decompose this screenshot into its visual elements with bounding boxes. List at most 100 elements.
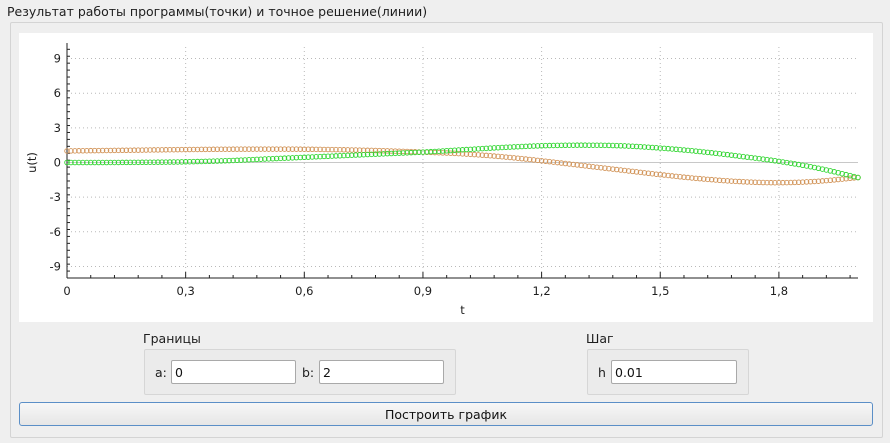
series-2-point [349, 152, 355, 158]
series-2-point [653, 145, 660, 151]
plot-graph-button[interactable]: Построить график [19, 402, 873, 426]
series-2-point [760, 156, 766, 162]
series-1-point [341, 147, 347, 153]
series-1-point [791, 179, 798, 186]
series-2-point [479, 145, 486, 152]
y-tick-label: 9 [54, 52, 61, 66]
series-1-point [329, 146, 335, 153]
series-2-point [337, 152, 343, 159]
series-2-point [784, 159, 790, 166]
h-input[interactable] [611, 360, 737, 384]
h-label: h [598, 365, 606, 380]
series-1-point [641, 170, 648, 176]
series-1-point [337, 146, 343, 153]
series-2-point [578, 142, 584, 148]
series-1-point [321, 146, 327, 153]
b-input[interactable] [319, 360, 444, 384]
series-2-point [491, 145, 497, 151]
series-2-point [447, 147, 454, 154]
series-1-point [831, 177, 838, 183]
series-2-point [396, 150, 402, 156]
series-2-point [724, 151, 731, 158]
series-1-point [333, 146, 339, 153]
series-1-point [281, 146, 288, 152]
series-2-point [768, 157, 774, 163]
series-1-point [649, 170, 656, 177]
series-1-point [349, 147, 355, 153]
series-1-point [107, 147, 114, 154]
series-2-point [799, 162, 806, 169]
series-1-point [194, 146, 201, 153]
series-2-point [372, 151, 379, 157]
series-1-point [182, 146, 189, 153]
x-tick-label: 0,3 [177, 284, 195, 298]
series-2-point [598, 142, 604, 149]
series-2-point [467, 146, 474, 153]
series-2-point [657, 145, 664, 151]
series-1-point [127, 147, 134, 153]
series-2-point [756, 155, 762, 162]
series-1-point [499, 153, 505, 160]
series-2-point [171, 159, 177, 165]
series-1-point [574, 162, 580, 168]
a-input[interactable] [171, 360, 296, 384]
series-1-point [558, 160, 565, 166]
series-2-point [455, 147, 462, 153]
series-2-point [728, 152, 735, 158]
series-2-point [313, 154, 319, 160]
series-1-point [811, 178, 818, 185]
series-1-point [95, 147, 102, 154]
series-1-point [843, 175, 849, 182]
plot-group-frame [10, 22, 883, 438]
series-1-point [277, 146, 284, 152]
series-2-point [471, 146, 478, 152]
series-1-point [451, 150, 458, 157]
series-2-point [554, 142, 561, 149]
series-1-point [780, 179, 786, 186]
series-1-point [309, 146, 315, 153]
series-1-point [708, 176, 715, 183]
series-1-point [455, 150, 462, 157]
series-1-point [91, 147, 98, 154]
series-2-point [72, 159, 78, 166]
series-1-point [368, 147, 375, 154]
series-2-point [131, 159, 137, 166]
series-1-point [206, 146, 213, 153]
series-2-point [697, 148, 703, 155]
series-2-point [851, 173, 857, 180]
series-1-point [503, 154, 509, 160]
series-1-point [827, 177, 834, 184]
series-1-point [685, 174, 691, 181]
series-1-point [103, 147, 110, 154]
series-1-point [823, 177, 830, 184]
y-tick-label: -9 [50, 259, 61, 273]
series-2-point [586, 142, 592, 148]
series-2-point [360, 151, 367, 158]
series-2-point [234, 157, 240, 164]
b-label: b: [302, 365, 315, 380]
series-2-point [400, 150, 406, 156]
series-2-point [439, 148, 446, 154]
series-2-point [736, 153, 743, 159]
series-1-point [610, 166, 616, 172]
series-1-point [171, 146, 177, 153]
series-2-point [693, 148, 699, 154]
series-1-point [578, 162, 584, 169]
series-1-point [226, 146, 232, 152]
series-2-point [519, 143, 525, 150]
series-2-point [507, 144, 513, 150]
series-1-point [546, 158, 553, 165]
series-1-point [554, 159, 561, 166]
y-tick-label: -6 [50, 225, 61, 239]
series-1-point [784, 179, 790, 186]
series-1-point [693, 175, 699, 182]
series-2-point [174, 159, 181, 165]
series-2-point [475, 146, 482, 152]
series-1-point [815, 178, 822, 184]
series-1-point [582, 163, 588, 169]
series-1-point [483, 152, 489, 159]
series-1-point [530, 157, 537, 163]
series-2-point [594, 142, 600, 148]
series-2-point [534, 143, 541, 149]
series-1-point [87, 147, 94, 154]
